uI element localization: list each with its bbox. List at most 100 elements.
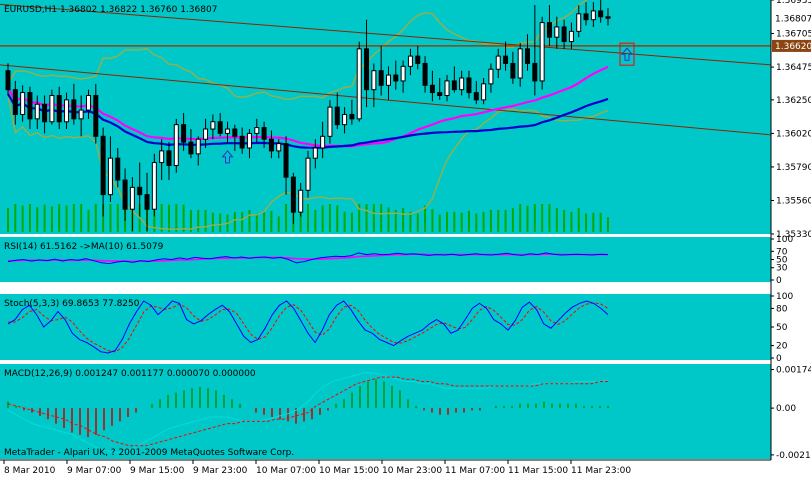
price-axis: 1.36935 1.36705 1.36475 1.36250 1.36020 1.357…: [770, 0, 811, 461]
candle-body: [195, 138, 201, 155]
candle-body: [532, 62, 538, 82]
macd-tick-label: 0.00174: [776, 366, 811, 376]
candle-body: [327, 106, 333, 137]
current-price-tag: [772, 12, 811, 25]
candle-body: [568, 30, 574, 43]
candle-body: [364, 48, 370, 91]
upper-band: [7, 0, 588, 101]
rsi-tick-label: 30: [776, 264, 788, 274]
candlestick-series: [5, 0, 611, 232]
price-tick-label: 1.36250: [776, 96, 811, 106]
candle-body: [334, 106, 340, 126]
candle-body: [525, 48, 531, 64]
candle-body: [64, 99, 70, 123]
time-label: 11 Mar 15:00: [508, 466, 568, 476]
candle-body: [246, 132, 252, 149]
macd-label: MACD(12,26,9) 0.001247 0.001177 0.000070…: [4, 369, 256, 379]
upper-trendline: [0, 3, 772, 66]
candle-body: [100, 135, 106, 196]
candle-body: [473, 92, 479, 101]
candle-body: [5, 70, 11, 91]
rsi-line: [7, 252, 609, 265]
candle-body: [42, 103, 48, 123]
candle-body: [510, 62, 516, 79]
candle-body: [166, 150, 172, 166]
candle-body: [320, 135, 326, 149]
candle-body: [71, 99, 77, 120]
candle-body: [400, 65, 406, 82]
candle-body: [20, 92, 26, 115]
symbol-ohlc-label: EURUSD,H1 1.36802 1.36822 1.36760 1.3680…: [4, 5, 217, 15]
rsi-tick-label: 50: [776, 256, 788, 266]
price-pane-background[interactable]: [0, 0, 771, 234]
copyright-text: MetaTrader - Alpari UK, ? 2001-2009 Meta…: [4, 448, 294, 458]
candle-body: [122, 179, 128, 210]
time-label: 10 Mar 15:00: [319, 466, 379, 476]
time-label: 11 Mar 07:00: [445, 466, 505, 476]
candle-body: [203, 128, 209, 140]
stoch-tick-label: 80: [776, 304, 788, 314]
macd-tick-label: -0.00211: [776, 451, 811, 461]
candle-body: [49, 94, 55, 123]
time-axis: 8 Mar 2010 9 Mar 07:00 9 Mar 15:00 9 Mar 23…: [0, 459, 771, 476]
candle-body: [254, 127, 260, 134]
level-price-tag: [772, 39, 811, 52]
rsi-tick-label: 70: [776, 247, 788, 257]
candle-body: [444, 80, 450, 96]
candle-body: [422, 62, 428, 86]
candle-body: [232, 128, 238, 137]
volume-histogram: [7, 204, 609, 232]
ma-slow-line: [7, 65, 609, 148]
ma-fast-line: [7, 93, 609, 149]
candle-body: [283, 143, 289, 178]
candle-body: [437, 92, 443, 96]
buy-arrow-left: [221, 150, 234, 164]
rsi-pane-background[interactable]: [0, 237, 771, 282]
time-label: 9 Mar 07:00: [67, 466, 122, 476]
candle-body: [144, 194, 150, 210]
alert-box: [619, 42, 635, 66]
candle-body: [137, 186, 143, 196]
candle-body: [576, 13, 582, 32]
candle-body: [188, 141, 194, 155]
price-tick-label: 1.36935: [776, 0, 811, 6]
candle-body: [371, 70, 377, 91]
stoch-signal-line: [8, 302, 609, 353]
candle-body: [429, 84, 435, 94]
candle-body: [210, 121, 216, 130]
candle-body: [451, 80, 457, 91]
candle-body: [407, 55, 413, 67]
candle-body: [159, 150, 165, 164]
candle-body: [546, 22, 552, 38]
signal-arrows: [221, 42, 635, 164]
time-label: 11 Mar 23:00: [571, 466, 631, 476]
candle-body: [276, 143, 282, 152]
candle-body: [151, 162, 157, 210]
candle-body: [503, 55, 509, 64]
price-tick-label: 1.36020: [776, 129, 811, 139]
candle-body: [129, 186, 135, 210]
price-tick-label: 1.36475: [776, 63, 811, 73]
candle-body: [85, 94, 91, 111]
macd-signal-line: [7, 376, 608, 447]
candle-body: [481, 83, 487, 101]
candle-body: [385, 74, 391, 86]
candle-body: [415, 55, 421, 64]
buy-arrow-right: [620, 47, 634, 61]
level-price-label: 1.36620: [775, 42, 811, 52]
rsi-label: RSI(14) 61.5162 ->MA(10) 61.5079: [4, 242, 164, 252]
candle-body: [225, 128, 231, 134]
trendlines: [0, 3, 772, 136]
rsi-tick-label: 0: [776, 276, 782, 286]
candle-body: [393, 74, 399, 82]
stoch-tick-label: 50: [776, 323, 788, 333]
time-label: 10 Mar 07:00: [256, 466, 316, 476]
price-tick-label: 1.35560: [776, 196, 811, 206]
time-label: 9 Mar 23:00: [193, 466, 248, 476]
moving-averages: [7, 65, 609, 149]
current-price-label: 1.36807: [775, 15, 811, 25]
candle-body: [12, 89, 18, 115]
candle-body: [261, 127, 267, 140]
